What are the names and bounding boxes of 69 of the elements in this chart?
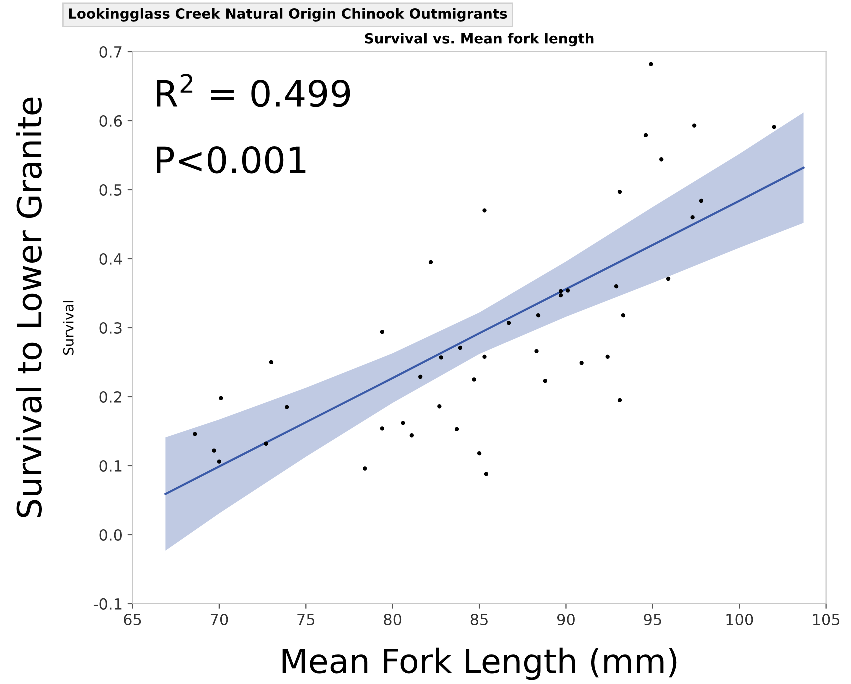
y-tick-label: 0.3 (100, 322, 122, 334)
point (410, 434, 414, 438)
x-tick-label: 70 (210, 614, 228, 626)
point (606, 354, 610, 360)
point (428, 260, 434, 265)
point (666, 276, 671, 282)
point (543, 379, 548, 384)
point (699, 198, 704, 204)
x-tick-label: 65 (124, 614, 142, 626)
point (264, 442, 268, 446)
point (439, 356, 444, 360)
x-tick-label: 85 (470, 614, 488, 626)
point (380, 330, 385, 334)
point (401, 421, 406, 426)
point (193, 432, 198, 436)
point (649, 62, 654, 66)
x-tick-label: 105 (813, 614, 840, 626)
x-tick-label: 95 (644, 614, 662, 626)
point (558, 293, 564, 298)
point (772, 125, 776, 130)
x-tick-label: 80 (384, 614, 402, 626)
point (212, 448, 216, 453)
point (618, 398, 622, 403)
point (660, 158, 664, 162)
point (621, 313, 626, 318)
annotation: P<0.001 (157, 146, 306, 174)
x-axis-title: Mean Fork Length (mm) (282, 648, 677, 680)
point (454, 427, 460, 432)
chart-title: Survival vs. Mean fork length (365, 33, 594, 47)
point (618, 190, 622, 194)
y-tick-label: -0.1 (94, 598, 122, 610)
y-tick-label: 0.6 (100, 115, 122, 128)
y-tick-label: 0.5 (100, 184, 122, 196)
y-tick-label: 0.2 (100, 391, 122, 403)
x-tick-label: 100 (726, 614, 754, 626)
point (269, 360, 274, 365)
point (506, 321, 512, 326)
point (438, 404, 442, 409)
point (477, 451, 482, 456)
point (536, 313, 541, 318)
y-tick-label: 0.4 (100, 253, 122, 265)
point (558, 289, 564, 294)
point (580, 361, 584, 366)
point (472, 378, 476, 382)
y-axis-title: Survival (63, 301, 74, 356)
point (482, 354, 487, 360)
y-tick-label: 0.0 (100, 529, 122, 541)
point (458, 346, 463, 350)
point (690, 215, 695, 220)
point (219, 396, 224, 400)
x-tick-label: 75 (298, 614, 315, 626)
point (534, 349, 539, 354)
chart-subtitle: Lookingglass Creek Natural Origin Chinook Outmigrants (69, 8, 508, 22)
point (418, 374, 423, 380)
annotation: R$^{2}$ = 0.499 (157, 74, 350, 108)
point (482, 208, 487, 213)
point (484, 472, 489, 476)
point (566, 288, 570, 293)
point (380, 426, 385, 431)
x-tick-label: 90 (557, 614, 575, 626)
text: Survival to Lower Granite (16, 98, 42, 518)
point (614, 284, 619, 289)
y-tick-label: 0.7 (100, 46, 122, 58)
point (363, 466, 368, 471)
point (644, 133, 648, 138)
point (284, 405, 290, 410)
point (692, 124, 697, 128)
y-tick-label: 0.1 (100, 460, 122, 472)
point (217, 460, 222, 464)
